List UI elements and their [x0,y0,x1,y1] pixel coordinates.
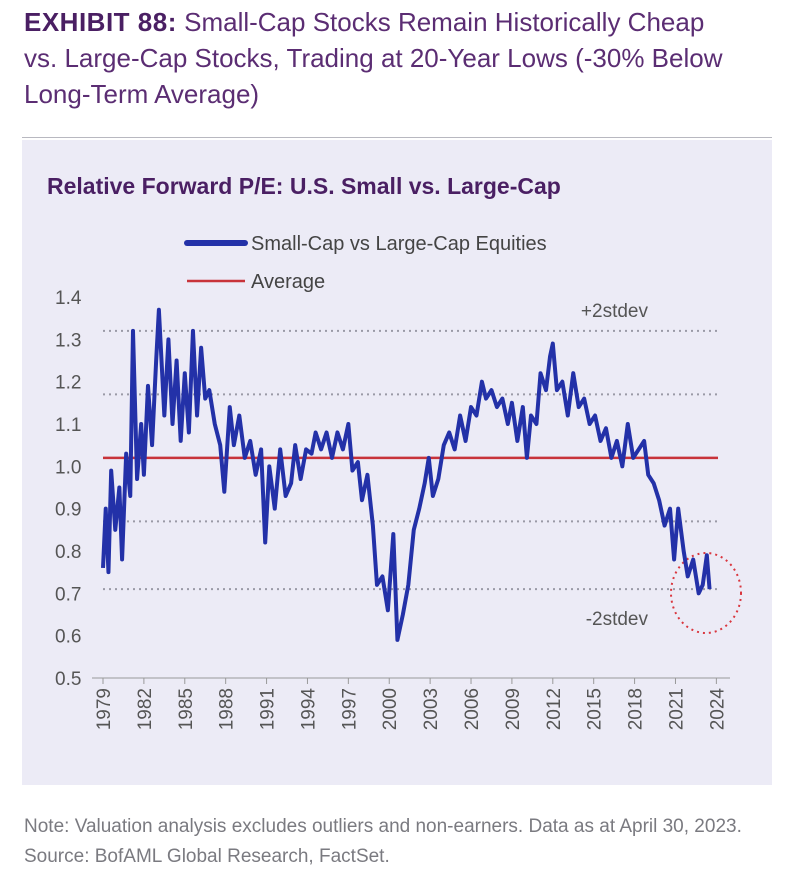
x-tick-label: 2003 [421,688,442,730]
y-tick-label: 0.6 [55,627,81,648]
x-tick-label: 2021 [666,688,687,730]
legend-label: Average [251,271,325,293]
annotation: +2stdev [581,301,649,322]
x-tick-label: 1994 [298,688,319,731]
y-tick-label: 1.1 [55,415,81,436]
y-tick-label: 0.8 [55,542,81,563]
annotation: -2stdev [586,609,649,630]
x-tick-label: 1979 [94,688,115,730]
footnote: Note: Valuation analysis excludes outlie… [24,816,742,867]
x-tick-label: 1988 [217,688,238,730]
y-tick-label: 1.2 [55,373,81,394]
page-title: Small-Cap Stocks Remain Historically Che… [24,7,723,109]
y-tick-label: 1.3 [55,330,81,351]
x-tick-label: 1991 [258,688,279,730]
x-tick-label: 2024 [707,688,728,731]
y-tick-label: 0.9 [55,500,81,521]
x-tick-label: 2006 [462,688,483,730]
header: EXHIBIT 88: Small-Cap Stocks Remain Hist… [24,4,744,112]
exhibit-label: EXHIBIT 88: [24,7,177,37]
y-tick-label: 1.4 [55,288,82,309]
x-tick-label: 2015 [585,688,606,730]
y-tick-label: 0.7 [55,584,81,605]
x-tick-label: 2018 [626,688,647,730]
x-tick-label: 2012 [544,688,565,730]
data-line [101,307,712,642]
x-tick-label: 1997 [339,688,360,730]
y-tick-label: 1.0 [55,457,81,478]
x-tick-label: 2009 [503,688,524,730]
divider [22,137,772,138]
legend-label: Small-Cap vs Large-Cap Equities [251,233,547,255]
x-tick-label: 1982 [135,688,156,730]
x-tick-label: 1985 [176,688,197,730]
highlight-circle [670,552,742,634]
chart-title: Relative Forward P/E: U.S. Small vs. Lar… [47,173,561,199]
y-tick-label: 0.5 [55,669,81,690]
x-tick-label: 2000 [380,688,401,730]
